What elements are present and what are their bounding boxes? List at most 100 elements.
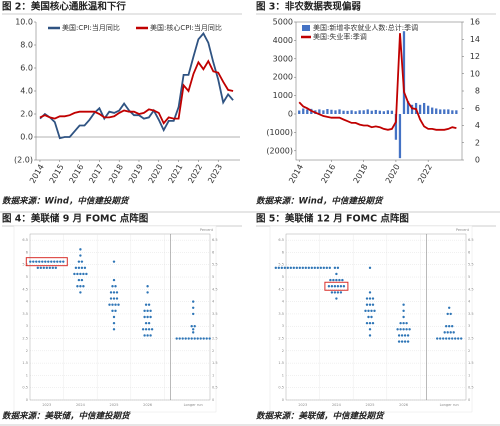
dot <box>452 331 455 334</box>
x-tick-label: 2026 <box>399 403 408 407</box>
y-tick-label: 2.5 <box>22 337 28 341</box>
dot <box>112 315 116 319</box>
y-tick-label: 0 <box>212 398 214 402</box>
y-tick-label: 5.5 <box>468 263 474 267</box>
dot <box>448 306 451 309</box>
bar <box>406 101 410 114</box>
y2-tick-label: 10 <box>470 69 480 78</box>
dot <box>327 285 331 288</box>
dot <box>208 337 211 340</box>
y-tick-label: 1.5 <box>22 361 28 365</box>
bar <box>435 108 438 114</box>
dot <box>147 303 151 306</box>
y-tick-label: 6.5 <box>278 238 284 242</box>
dot <box>143 315 146 319</box>
y-tick-label: (2000) <box>266 146 293 155</box>
bar <box>358 110 361 114</box>
dot <box>280 266 283 270</box>
figure-title: 图 3：非农数据表现偏弱 <box>256 1 361 13</box>
y-tick-label: 0 <box>468 398 470 402</box>
dot <box>396 328 399 331</box>
y-tick-label: 2.5 <box>278 337 284 341</box>
dot <box>146 291 149 294</box>
dot <box>192 331 195 334</box>
y-tick-label: 6 <box>468 250 470 254</box>
dot <box>111 303 114 306</box>
dot <box>368 334 372 337</box>
x-tick-label: Longer run <box>184 403 203 407</box>
bar <box>455 110 458 114</box>
dot <box>333 285 337 288</box>
dot <box>373 309 376 313</box>
dot <box>405 328 408 331</box>
x-tick-label: 2022 <box>416 163 434 185</box>
dot <box>335 278 338 282</box>
x-tick-label: 2016 <box>319 163 337 185</box>
dot <box>368 291 372 294</box>
bar <box>366 109 369 114</box>
dot <box>80 260 84 263</box>
dot <box>449 331 452 334</box>
dot <box>365 297 369 300</box>
bar <box>378 110 381 114</box>
dot <box>402 328 405 331</box>
y-tick-label: 2.0 <box>20 110 33 119</box>
dot <box>457 337 460 340</box>
x-tick-label: 2016 <box>67 163 85 185</box>
dot <box>445 337 448 340</box>
dot <box>80 266 84 270</box>
dot <box>313 266 316 270</box>
dot <box>112 328 116 331</box>
bar <box>402 31 406 115</box>
y-tick-label: 6.0 <box>20 64 33 73</box>
y-tick-label: 2 <box>212 349 214 353</box>
bar <box>431 107 434 114</box>
bar <box>374 109 377 114</box>
bar <box>298 110 301 114</box>
dot <box>365 321 369 325</box>
dot <box>442 337 445 340</box>
dot <box>339 291 343 294</box>
bar <box>342 110 345 114</box>
dot <box>329 278 332 282</box>
dot <box>368 297 372 300</box>
y2-tick-label: 4 <box>475 121 480 130</box>
dot <box>112 297 116 300</box>
dot <box>333 266 337 270</box>
dot <box>85 272 88 276</box>
y-tick-label: 4.5 <box>212 287 218 291</box>
dot <box>146 309 149 313</box>
dot <box>443 331 446 334</box>
dot <box>400 340 404 343</box>
dot <box>74 266 78 270</box>
y-tick-label: 4 <box>282 300 285 304</box>
dot <box>199 337 202 340</box>
bar <box>354 111 357 114</box>
dot <box>406 334 410 337</box>
y-tick-label: 5 <box>212 275 214 279</box>
bar <box>370 110 373 114</box>
dot <box>62 260 65 263</box>
y-tick-label: 0.5 <box>22 386 28 390</box>
y-tick-label: 5 <box>282 275 284 279</box>
dot <box>370 309 373 313</box>
x-tick-label: 2020 <box>384 163 402 185</box>
y-tick-label: 6 <box>26 250 28 254</box>
dot <box>108 303 111 306</box>
y-tick-label: (1000) <box>266 128 293 137</box>
y-tick-label: 0 <box>282 398 284 402</box>
y-tick-label: 5.5 <box>212 263 218 267</box>
dot <box>112 260 116 263</box>
y-tick-label: 3 <box>212 324 214 328</box>
line-series <box>39 31 234 140</box>
dot <box>112 278 116 282</box>
dot <box>51 266 54 270</box>
figure-source: 数据来源：美联储，中信建投期货 <box>256 411 385 422</box>
dot <box>187 337 190 340</box>
dot <box>53 260 56 263</box>
dot <box>76 285 79 288</box>
y-tick-label: 0.0 <box>20 133 33 142</box>
dot <box>371 303 375 306</box>
y-tick-label: 4.5 <box>278 287 284 291</box>
legend-swatch <box>302 25 310 31</box>
